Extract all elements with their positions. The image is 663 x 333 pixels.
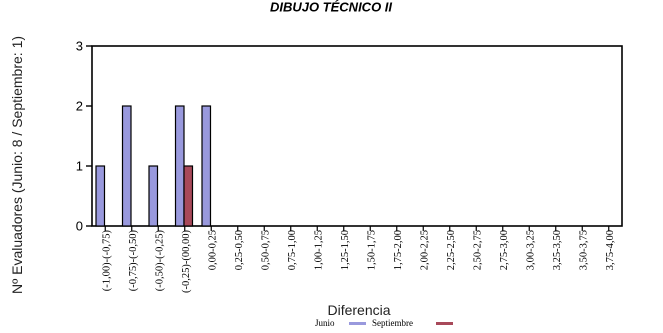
x-tick-label: 3,75-4,00 <box>605 230 616 270</box>
chart-title: DIBUJO TÉCNICO II <box>270 0 392 15</box>
x-tick-label: (-0,75)-(-0,50) <box>128 230 139 292</box>
legend-swatch-junio <box>349 322 366 325</box>
y-tick-label: 1 <box>76 159 83 174</box>
x-axis-title: Diferencia <box>327 302 390 318</box>
bar-junio <box>174 105 185 227</box>
x-tick-label: 0,75-1,00 <box>287 230 298 270</box>
x-tick-label: 1,00-1,25 <box>313 230 324 270</box>
x-tick-label: 0,00-0,25 <box>207 230 218 270</box>
y-tick-label: 0 <box>76 219 83 234</box>
legend-label-septiembre: Septiembre <box>372 318 413 328</box>
y-tick-label: 2 <box>76 99 83 114</box>
x-tick-label: 3,50-3,75 <box>578 230 589 270</box>
bar-junio <box>121 105 132 227</box>
x-tick-label: 2,25-2,50 <box>446 230 457 270</box>
plot-frame <box>91 45 623 227</box>
x-tick-label: 2,00-2,25 <box>419 230 430 270</box>
x-tick-label: 2,75-3,00 <box>499 230 510 270</box>
bar-junio <box>148 165 159 227</box>
x-tick-label: 2,50-2,75 <box>472 230 483 270</box>
x-tick-label: 1,25-1,50 <box>340 230 351 270</box>
x-tick-label: (-0,50)-(-0,25) <box>154 230 165 292</box>
x-tick-label: 1,75-2,00 <box>393 230 404 270</box>
plot-area: 0 1 2 3 (-1,00)-(-0,75) (-0,75)-(-0,50) (-0,50… <box>76 39 623 293</box>
x-tick-label: 1,50-1,75 <box>366 230 377 270</box>
x-tick-label: 0,50-0,75 <box>260 230 271 270</box>
x-tick-label: 0,25-0,50 <box>234 230 245 270</box>
y-axis-title: Nº Evaluadores (Junio: 8 / Septiembre: 1… <box>9 36 25 294</box>
x-tick-label: (-1,00)-(-0,75) <box>101 230 112 292</box>
bar-junio <box>95 165 106 227</box>
legend-swatch-septiembre <box>436 322 453 325</box>
legend-label-junio: Junio <box>315 318 335 328</box>
x-tick-label: 3,00-3,25 <box>525 230 536 270</box>
y-tick-label: 3 <box>76 39 83 54</box>
bar-junio <box>201 105 212 227</box>
bar-septiembre <box>183 165 194 227</box>
x-tick-label: (-0,25)-(00,00) <box>181 230 192 293</box>
x-tick-label: 3,25-3,50 <box>552 230 563 270</box>
legend: Junio Septiembre <box>315 318 453 328</box>
